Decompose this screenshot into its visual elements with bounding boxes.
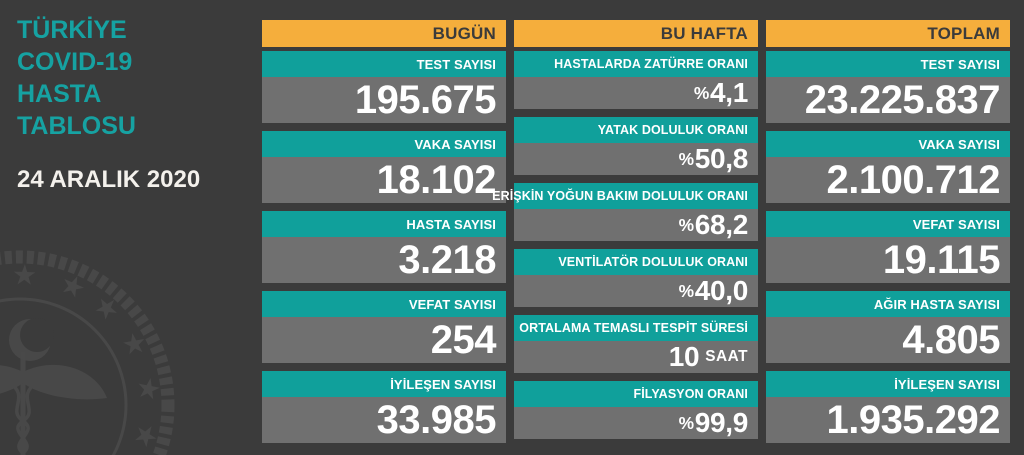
column-header-bu-hafta: BU HAFTA	[514, 20, 758, 47]
value-number: 4,1	[709, 77, 748, 108]
stats-board: BUGÜN TEST SAYISI 195.675 VAKA SAYISI 18.102…	[262, 20, 1010, 448]
stat-label: İYİLEŞEN SAYISI	[262, 371, 506, 397]
svg-text:★: ★	[87, 287, 128, 328]
stat-row: VAKA SAYISI 2.100.712	[766, 131, 1010, 203]
value-number: 254	[430, 317, 497, 362]
stat-label: VAKA SAYISI	[766, 131, 1010, 157]
column-rows-toplam: TEST SAYISI 23.225.837 VAKA SAYISI 2.100.71…	[766, 51, 1010, 448]
stat-value: % 68,2	[514, 209, 758, 241]
stat-row: ERİŞKİN YOĞUN BAKIM DOLULUK ORANI% 68,2	[492, 183, 758, 241]
stat-row: TEST SAYISI 23.225.837	[766, 51, 1010, 123]
value-number: 1.935.292	[826, 397, 1001, 442]
svg-text:★: ★	[11, 258, 37, 292]
stat-value: 18.102	[262, 157, 506, 203]
value-prefix: %	[678, 412, 694, 433]
stat-label: VAKA SAYISI	[262, 131, 506, 157]
stat-row: VEFAT SAYISI 19.115	[766, 211, 1010, 283]
stat-label: HASTALARDA ZATÜRRE ORANI	[514, 51, 758, 77]
value-number: 99,9	[694, 407, 749, 438]
stat-row: ORTALAMA TEMASLI TESPİT SÜRESİ 10 SAAT	[514, 315, 758, 373]
value-number: 3.218	[398, 237, 496, 282]
stat-value: 3.218	[262, 237, 506, 283]
stat-label: İYİLEŞEN SAYISI	[766, 371, 1010, 397]
stat-value: 4.805	[766, 317, 1010, 363]
stat-value: % 99,9	[514, 407, 758, 439]
value-number: 4.805	[902, 317, 1000, 362]
left-panel: ★ ★ ★ ★ ★ ★ ★ TÜRKİYE COVID-19	[0, 0, 262, 455]
value-number: 2.100.712	[826, 157, 1001, 202]
stat-row: HASTA SAYISI 3.218	[262, 211, 506, 283]
svg-text:★: ★	[39, 321, 55, 339]
stat-label: VENTİLATÖR DOLULUK ORANI	[514, 249, 758, 275]
stat-row: İYİLEŞEN SAYISI 33.985	[262, 371, 506, 443]
stat-value: % 50,8	[514, 143, 758, 175]
value-number: 10	[668, 341, 700, 372]
stat-row: YATAK DOLULUK ORANI% 50,8	[514, 117, 758, 175]
column-bugun: BUGÜN TEST SAYISI 195.675 VAKA SAYISI 18.102…	[262, 20, 506, 448]
stat-row: VENTİLATÖR DOLULUK ORANI% 40,0	[514, 249, 758, 307]
value-number: 33.985	[376, 397, 497, 442]
column-rows-bugun: TEST SAYISI 195.675 VAKA SAYISI 18.102 HASTA…	[262, 51, 506, 448]
column-header-bugun: BUGÜN	[262, 20, 506, 47]
value-prefix: %	[678, 280, 694, 301]
stat-value: 19.115	[766, 237, 1010, 283]
stat-label: VEFAT SAYISI	[766, 211, 1010, 237]
value-prefix: %	[678, 148, 694, 169]
stat-label: AĞIR HASTA SAYISI	[766, 291, 1010, 317]
stat-value: 195.675	[262, 77, 506, 123]
stat-row: İYİLEŞEN SAYISI 1.935.292	[766, 371, 1010, 443]
value-number: 19.115	[882, 237, 1001, 282]
svg-text:★: ★	[114, 325, 155, 363]
value-number: 18.102	[376, 157, 497, 202]
stat-value: 33.985	[262, 397, 506, 443]
stat-value: 1.935.292	[766, 397, 1010, 443]
stat-row: VAKA SAYISI 18.102	[262, 131, 506, 203]
stat-label: ERİŞKİN YOĞUN BAKIM DOLULUK ORANI	[492, 183, 758, 209]
crescent-icon	[9, 318, 54, 361]
stat-value: 10 SAAT	[514, 341, 758, 373]
value-prefix: %	[678, 214, 694, 235]
stat-label: HASTA SAYISI	[262, 211, 506, 237]
report-date: 24 ARALIK 2020	[17, 166, 201, 193]
stat-value: 2.100.712	[766, 157, 1010, 203]
stat-value: % 4,1	[514, 77, 758, 109]
value-number: 68,2	[694, 209, 749, 240]
value-number: 50,8	[694, 143, 749, 174]
column-rows-bu-hafta: HASTALARDA ZATÜRRE ORANI% 4,1 YATAK DOLULU…	[492, 51, 758, 448]
value-number: 40,0	[694, 275, 749, 306]
stat-row: TEST SAYISI 195.675	[262, 51, 506, 123]
stat-row: VEFAT SAYISI 254	[262, 291, 506, 363]
column-bu-hafta: BU HAFTA HASTALARDA ZATÜRRE ORANI% 4,1 YATA…	[492, 20, 758, 448]
stat-label: TEST SAYISI	[262, 51, 506, 77]
stat-label: ORTALAMA TEMASLI TESPİT SÜRESİ	[514, 315, 758, 341]
stat-label: VEFAT SAYISI	[262, 291, 506, 317]
stat-row: HASTALARDA ZATÜRRE ORANI% 4,1	[514, 51, 758, 109]
svg-text:★: ★	[131, 375, 167, 404]
stat-label: FİLYASYON ORANI	[514, 381, 758, 407]
column-toplam: TOPLAM TEST SAYISI 23.225.837 VAKA SAYISI 2.…	[766, 20, 1010, 448]
svg-text:★: ★	[55, 266, 91, 306]
stat-label: YATAK DOLULUK ORANI	[514, 117, 758, 143]
page-title: TÜRKİYE COVID-19 HASTA TABLOSU	[17, 16, 136, 140]
column-header-toplam: TOPLAM	[766, 20, 1010, 47]
caduceus-icon	[0, 352, 107, 455]
stat-row: FİLYASYON ORANI% 99,9	[514, 381, 758, 439]
svg-text:★: ★	[127, 420, 165, 452]
stat-value: 254	[262, 317, 506, 363]
value-prefix: %	[693, 82, 709, 103]
stat-value: 23.225.837	[766, 77, 1010, 123]
stat-value: % 40,0	[514, 275, 758, 307]
value-number: 23.225.837	[804, 77, 1001, 122]
value-number: 195.675	[354, 77, 497, 122]
stat-label: TEST SAYISI	[766, 51, 1010, 77]
value-suffix: SAAT	[705, 348, 748, 365]
stat-row: AĞIR HASTA SAYISI 4.805	[766, 291, 1010, 363]
